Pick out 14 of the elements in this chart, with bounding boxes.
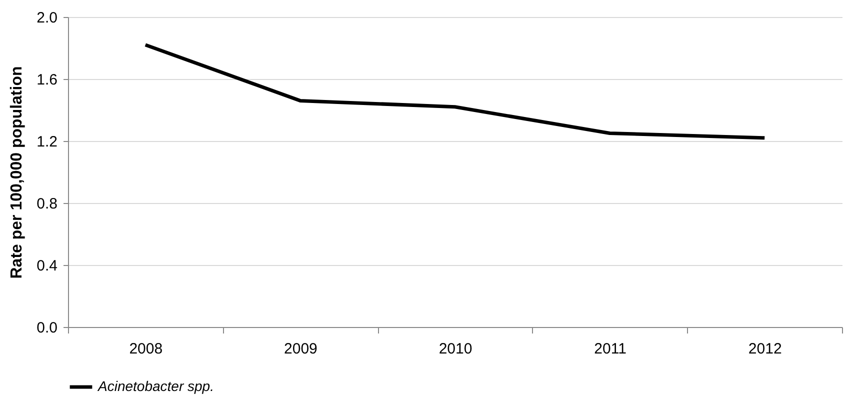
y-tick-label: 0.0 (36, 320, 58, 336)
line-series (144, 43, 766, 140)
x-tick-label: 2012 (748, 340, 782, 358)
x-tick-label: 2011 (594, 340, 626, 358)
y-tick-label: 1.6 (36, 72, 58, 88)
y-tick-label: 1.2 (36, 134, 58, 150)
x-tick-label: 2010 (438, 340, 472, 358)
x-tick-label: 2008 (129, 340, 163, 358)
y-tick-label: 0.4 (36, 258, 58, 274)
y-axis-title: Rate per 100,000 population (8, 66, 26, 279)
legend-label: Acinetobacter spp. (97, 378, 214, 394)
y-tick-label: 2.0 (36, 10, 58, 26)
x-tick-label: 2009 (284, 340, 318, 358)
y-tick-label: 0.8 (36, 196, 58, 212)
